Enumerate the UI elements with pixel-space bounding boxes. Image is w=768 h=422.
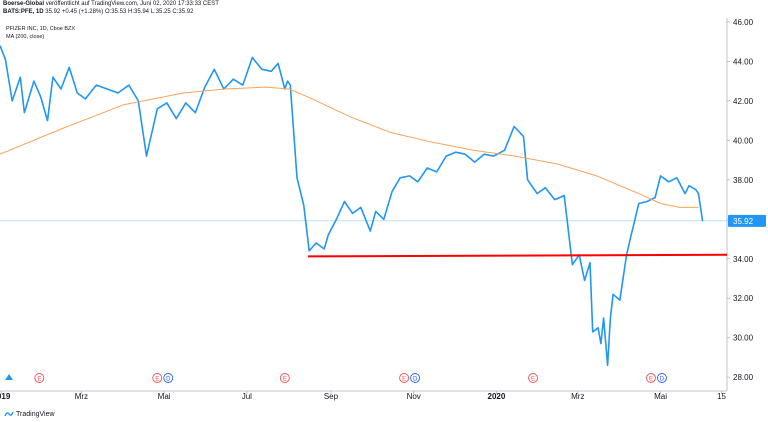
legend-indicator: MA (200, close) [6, 34, 45, 40]
last-price-tag [728, 214, 766, 227]
x-tick-label: Sep [324, 392, 339, 401]
price-line [0, 45, 704, 367]
earnings-marker [279, 373, 290, 383]
y-tick-label: 28.00 [733, 373, 754, 382]
event-label: D [413, 377, 418, 383]
price: 35.92 [45, 9, 61, 15]
earnings-marker [152, 373, 163, 383]
x-tick-label: Mai [158, 392, 171, 401]
symbol: BATS:PFE, 1D [3, 9, 44, 15]
earnings-marker [528, 373, 538, 383]
y-tick-label: 46.00 [733, 18, 754, 27]
publisher-line: Boerse-Global veröffentlicht auf Trading… [3, 1, 219, 8]
price-axis: 28.0030.0032.0034.0036.0038.0040.0042.00… [727, 18, 766, 382]
y-tick-label: 30.00 [733, 334, 754, 343]
tradingview-logo-icon [4, 411, 14, 417]
earnings-marker [399, 373, 410, 383]
y-tick-label: 40.00 [733, 136, 754, 145]
dividend-marker [163, 373, 174, 383]
x-tick-label: 15 [717, 392, 726, 401]
low-value: L:35.25 [150, 9, 171, 15]
event-label: E [37, 377, 41, 383]
support-line [307, 253, 728, 258]
y-tick-label: 34.00 [733, 255, 754, 264]
x-tick-label: 2019 [0, 392, 11, 401]
change: +0.45 (+1.28%) [61, 9, 104, 15]
time-axis: 2019 Mrz Mai Jul Sep Nov 2020 Mrz Mai 15 [0, 391, 727, 401]
event-label: E [283, 377, 287, 383]
event-label: E [649, 377, 653, 383]
y-tick-label: 42.00 [733, 97, 754, 106]
y-tick-label: 38.00 [733, 176, 754, 185]
ma-200-line [0, 86, 699, 208]
footer-brand: TradingView [16, 410, 55, 418]
scroll-left-icon [5, 374, 13, 380]
chart-grid [0, 18, 728, 392]
dividend-marker [657, 373, 667, 383]
x-tick-label: Mrz [75, 392, 88, 401]
x-tick-label: Jul [242, 392, 252, 401]
close-value: C:35.92 [172, 9, 194, 15]
high-value: H:35.94 [128, 9, 150, 15]
chart-lines [0, 45, 728, 367]
y-tick-label: 44.00 [733, 57, 754, 66]
publisher-name: Boerse-Global [3, 1, 45, 7]
x-tick-label: Mai [654, 392, 667, 401]
quote-line: BATS:PFE, 1D 35.92 +0.45 (+1.28%) O:35.5… [3, 9, 193, 16]
earnings-marker [34, 373, 45, 383]
last-price-label: 35.92 [733, 217, 754, 226]
legend-instrument: PFIZER INC, 1D, Cboe BZX [6, 26, 76, 32]
open-value: O:35.53 [104, 9, 127, 15]
event-label: D [660, 377, 665, 383]
event-label: E [402, 377, 406, 383]
event-label: D [166, 377, 171, 383]
earnings-marker [646, 373, 656, 383]
x-tick-label: 2020 [488, 392, 506, 401]
tradingview-footer: TradingView [4, 410, 55, 418]
x-tick-label: Mrz [571, 392, 584, 401]
x-tick-label: Nov [407, 392, 421, 401]
dividend-marker [410, 373, 421, 383]
event-label: E [531, 377, 535, 383]
published-text: veröffentlicht auf TradingView.com, Juni… [45, 1, 219, 7]
y-tick-label: 32.00 [733, 294, 754, 303]
event-label: E [155, 377, 159, 383]
